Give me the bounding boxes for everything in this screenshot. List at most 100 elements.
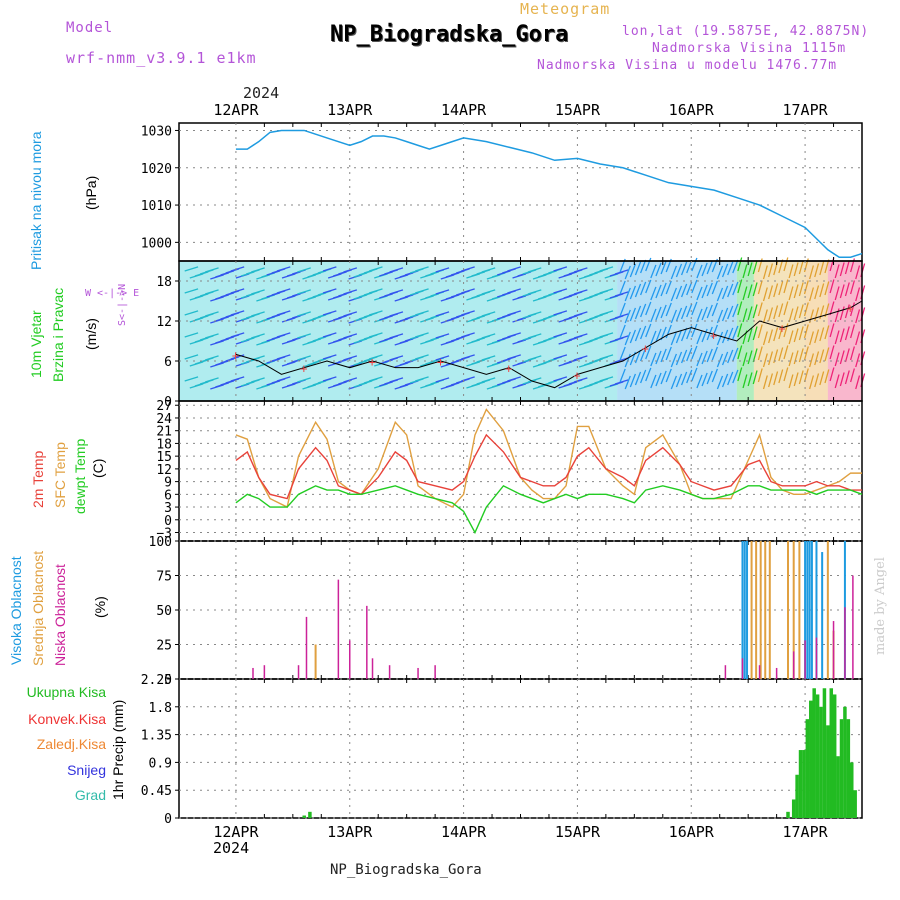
wind-barb bbox=[727, 261, 734, 276]
precip-total-bar bbox=[819, 706, 823, 818]
wind-barb bbox=[834, 264, 840, 279]
wind-barb bbox=[184, 332, 199, 338]
wind-barb bbox=[721, 263, 729, 278]
wind-barb bbox=[727, 349, 734, 364]
wind-barb bbox=[639, 325, 647, 340]
cloud-high-bar bbox=[804, 541, 807, 679]
wind-barb bbox=[773, 327, 779, 342]
cloud-mid-bar bbox=[768, 541, 771, 679]
precip-total-bar bbox=[798, 750, 803, 818]
wind-barb bbox=[855, 331, 861, 346]
wind-barb bbox=[798, 370, 804, 385]
wind-barb bbox=[783, 279, 789, 294]
wind-barb bbox=[675, 329, 683, 344]
cloud-low-bar bbox=[263, 665, 266, 679]
wind-barb bbox=[788, 264, 794, 279]
wind-barb bbox=[650, 352, 657, 367]
wind-band-5 bbox=[827, 261, 862, 401]
wind-barb bbox=[834, 352, 840, 367]
wind-barb bbox=[839, 262, 845, 277]
wind-barb bbox=[732, 281, 739, 296]
wind-barb bbox=[624, 353, 631, 368]
wind-barb bbox=[322, 288, 337, 294]
wind-barb bbox=[619, 280, 626, 295]
cloud-frame bbox=[178, 540, 863, 680]
temp-ytick-label: 21 bbox=[156, 425, 172, 440]
wind-barb bbox=[670, 309, 678, 324]
cloud-mid-bar bbox=[314, 644, 317, 679]
wind-barb bbox=[742, 264, 748, 279]
wind-barb bbox=[415, 332, 429, 338]
precip-total-bar bbox=[822, 688, 827, 818]
cloud-low-bar bbox=[775, 667, 778, 679]
wind-barb bbox=[645, 301, 652, 316]
wind-barb bbox=[680, 305, 688, 320]
wind-barb bbox=[573, 333, 588, 339]
wind-barb bbox=[481, 311, 496, 317]
wind-gust-mark: + bbox=[573, 368, 580, 382]
wind-barb bbox=[650, 330, 657, 345]
cloud-low-bar bbox=[388, 665, 391, 679]
wind-barb bbox=[788, 330, 794, 345]
wind-barb bbox=[701, 306, 708, 321]
bottom-day-label: 13APR bbox=[327, 823, 373, 841]
cloud-low-bar bbox=[792, 651, 795, 679]
wind-barb bbox=[747, 284, 753, 299]
wind-barb bbox=[691, 301, 698, 316]
wind-barb bbox=[834, 374, 840, 389]
cloud-low-bar bbox=[815, 637, 818, 679]
wind-barb bbox=[752, 326, 758, 341]
cloud-low-bar bbox=[349, 640, 351, 679]
wind-barb bbox=[798, 260, 804, 275]
wind-barb bbox=[768, 263, 774, 278]
wind-barb bbox=[389, 333, 404, 339]
wind-barb bbox=[680, 349, 688, 364]
wind-barb bbox=[727, 305, 734, 320]
wind-barb bbox=[680, 371, 688, 386]
wind-barb bbox=[639, 347, 647, 362]
model-label: Model bbox=[66, 20, 114, 36]
wind-barb bbox=[757, 368, 763, 383]
wind-barb bbox=[742, 352, 748, 367]
wind-barb bbox=[716, 265, 724, 280]
wind-barb bbox=[527, 311, 542, 317]
wind-barb bbox=[553, 266, 568, 272]
wind-barb bbox=[691, 279, 698, 294]
legend-snow: Snijeg bbox=[67, 762, 106, 778]
wind-band-2 bbox=[736, 261, 754, 401]
wind-barb bbox=[368, 332, 383, 338]
wind-barb bbox=[783, 345, 789, 360]
wind-barb bbox=[297, 355, 311, 361]
wind-compass-h: W <-|-> E bbox=[85, 288, 140, 299]
wind-barb bbox=[721, 351, 729, 366]
wind-barb bbox=[573, 289, 588, 295]
wind-barb bbox=[276, 266, 291, 272]
wind-barb bbox=[809, 331, 815, 346]
wind-gust-mark: + bbox=[232, 348, 239, 362]
wind-barb bbox=[844, 260, 850, 275]
wind-barb bbox=[849, 324, 855, 339]
precip-total-bar bbox=[839, 719, 844, 818]
cloud-high-bar bbox=[806, 541, 809, 679]
precip-total-bar bbox=[791, 799, 796, 818]
wind-barb bbox=[639, 303, 647, 318]
wind-barb bbox=[757, 324, 763, 339]
wind-barb bbox=[230, 288, 245, 294]
wind-gust-mark: + bbox=[642, 342, 649, 356]
wind-barb bbox=[680, 261, 688, 276]
wind-barb bbox=[829, 345, 835, 360]
wind-barb bbox=[634, 283, 642, 298]
cloud-high-bar bbox=[810, 541, 813, 679]
wind-barb bbox=[481, 377, 496, 383]
wind-barb bbox=[599, 288, 614, 294]
cloud-low-bar bbox=[297, 665, 300, 679]
precip-total-bar bbox=[850, 762, 854, 818]
wind-barb bbox=[716, 353, 724, 368]
wind-barb bbox=[803, 368, 809, 383]
wind-barb bbox=[768, 373, 774, 388]
pressure-ytick-label: 1030 bbox=[141, 124, 172, 139]
elevation-label: Nadmorska Visina 1115m bbox=[652, 41, 847, 56]
precip-total-bar bbox=[836, 756, 840, 818]
pressure-ytick-label: 1020 bbox=[141, 162, 172, 177]
precip-total-bar bbox=[829, 688, 834, 818]
